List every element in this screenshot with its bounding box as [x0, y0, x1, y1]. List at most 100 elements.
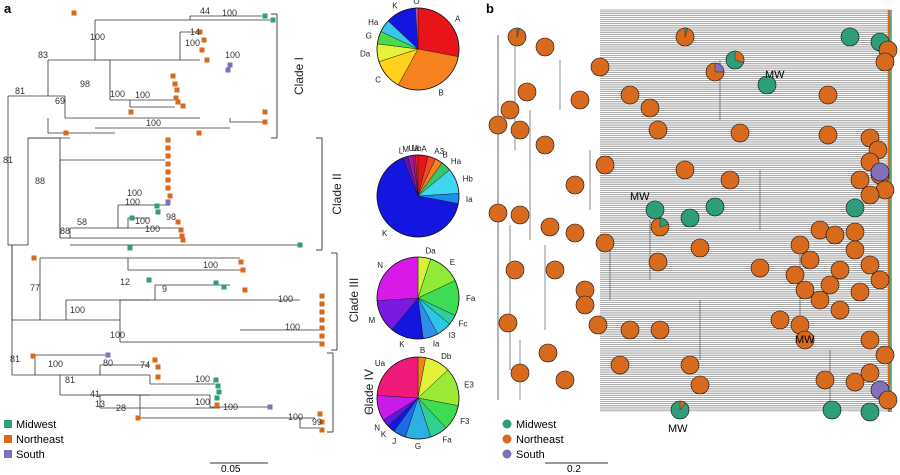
ancestral-state-pie — [540, 217, 560, 237]
tip-marker — [242, 287, 248, 293]
pie-slice-label: G — [415, 442, 421, 451]
bootstrap-label: 100 — [70, 305, 85, 315]
bootstrap-label: 100 — [110, 330, 125, 340]
bootstrap-label: 100 — [195, 374, 210, 384]
tip-marker — [225, 67, 231, 73]
tip-marker — [165, 161, 171, 167]
pie-slice-label: Ha — [451, 157, 462, 166]
ancestral-state-pie — [860, 255, 880, 275]
tip-marker — [262, 109, 268, 115]
tip-marker — [180, 103, 186, 109]
ancestral-state-pie — [590, 57, 610, 77]
bootstrap-label: 100 — [110, 89, 125, 99]
pie-slice-label: Ua — [408, 144, 419, 153]
bootstrap-label: 83 — [38, 50, 48, 60]
pie-slice-label: Ua — [375, 359, 386, 368]
ancestral-state-pie — [810, 290, 830, 310]
ancestral-state-pie — [800, 250, 820, 270]
pie-slice-label: Fa — [466, 294, 476, 303]
ancestral-state-pie — [705, 197, 725, 217]
ancestral-state-pie — [750, 258, 770, 278]
pie-slice-label: Db — [441, 352, 452, 361]
ancestral-state-pie — [790, 235, 810, 255]
bootstrap-label: 100 — [127, 188, 142, 198]
ancestral-state-pie — [840, 27, 860, 47]
pie-slice-label: O — [413, 0, 419, 6]
ancestral-state-pie — [595, 233, 615, 253]
tip-marker — [297, 242, 303, 248]
legend-label-northeast: Northeast — [16, 434, 64, 446]
pie-slice-label: J — [392, 437, 396, 446]
bootstrap-label: 100 — [195, 397, 210, 407]
bootstrap-label: 100 — [146, 118, 161, 128]
clade-label: Clade III — [347, 278, 361, 323]
tip-marker — [199, 47, 205, 53]
panel-label-b: b — [486, 1, 494, 16]
bootstrap-label: 12 — [120, 277, 130, 287]
ancestral-state-pie — [640, 98, 660, 118]
tip-marker — [267, 404, 273, 410]
bootstrap-label: 100 — [135, 90, 150, 100]
ancestral-state-pie — [498, 313, 518, 333]
mw-label: MW — [668, 423, 688, 435]
tip-marker — [129, 215, 135, 221]
legend-swatch-midwest — [4, 420, 12, 428]
panel-label-a: a — [4, 1, 12, 16]
bootstrap-label: 99 — [312, 417, 322, 427]
tip-marker — [105, 352, 111, 358]
pie-slice-label: E3 — [464, 381, 474, 390]
legend-label-midwest: Midwest — [516, 419, 556, 431]
ancestral-state-pie — [850, 282, 870, 302]
pie-slice-label: Da — [360, 50, 371, 59]
pie-slice-label: L — [399, 146, 404, 155]
tip-marker — [155, 374, 161, 380]
ancestral-state-pie — [757, 75, 777, 95]
ancestral-state-pie — [730, 123, 750, 143]
tip-marker — [221, 284, 227, 290]
ancestral-state-pie — [860, 363, 880, 383]
ancestral-state-pie — [488, 203, 508, 223]
ancestral-state-pie — [795, 330, 815, 350]
ancestral-state-pie — [680, 208, 700, 228]
ancestral-state-pie — [517, 82, 537, 102]
pie-slice-label: A — [455, 14, 461, 23]
ancestral-state-pie — [505, 260, 525, 280]
tip-marker — [317, 411, 323, 417]
bootstrap-label: 98 — [166, 212, 176, 222]
pie-slice-label: A — [421, 144, 427, 153]
tip-marker — [30, 353, 36, 359]
ancestral-state-pie — [785, 265, 805, 285]
tip-marker — [174, 87, 180, 93]
ancestral-state-pie — [690, 375, 710, 395]
clade-label: Clade I — [292, 57, 306, 95]
tip-marker — [319, 309, 325, 315]
ancestral-state-pie — [830, 260, 850, 280]
tip-marker — [319, 293, 325, 299]
ancestral-state-pie — [645, 200, 665, 220]
tip-marker — [167, 193, 173, 199]
tip-marker — [319, 301, 325, 307]
ancestral-state-slice — [516, 27, 521, 38]
tip-marker — [152, 357, 158, 363]
tip-marker — [319, 427, 325, 433]
tip-marker — [201, 37, 207, 43]
ancestral-state-pie — [870, 270, 890, 290]
ancestral-state-pie — [510, 205, 530, 225]
pie-slice-label: M — [369, 316, 376, 325]
ancestral-state-pie — [795, 280, 815, 300]
tip-marker — [180, 237, 186, 243]
ancestral-state-pie — [818, 125, 838, 145]
ancestral-state-pie — [860, 330, 880, 350]
ancestral-state-pie — [815, 370, 835, 390]
tip-marker — [213, 377, 219, 383]
bootstrap-label: 100 — [90, 32, 105, 42]
ancestral-state-pie — [510, 120, 530, 140]
tip-marker — [179, 233, 185, 239]
ancestral-state-pie — [820, 275, 840, 295]
bootstrap-label: 41 — [90, 389, 100, 399]
legend-a: Midwest Northeast South — [4, 419, 64, 461]
ancestral-state-pie — [770, 310, 790, 330]
pie-slice-label: I3 — [449, 331, 456, 340]
ancestral-state-slice — [714, 62, 725, 73]
bootstrap-label: 100 — [285, 322, 300, 332]
